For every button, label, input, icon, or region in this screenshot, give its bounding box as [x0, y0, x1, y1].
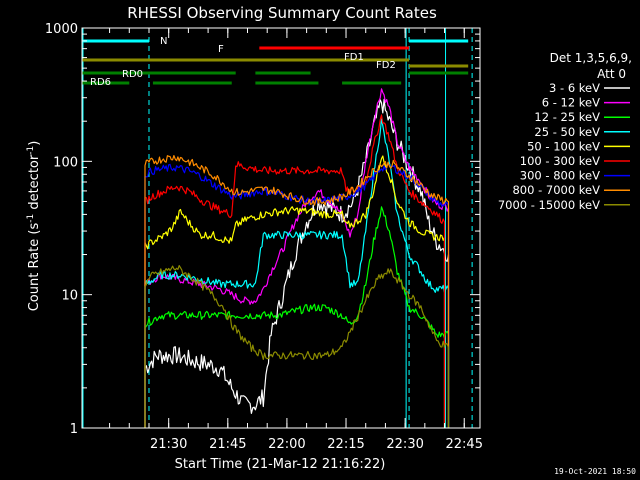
x-tick-label: 22:15 [327, 437, 364, 452]
legend-entry-label: 3 - 6 keV [549, 81, 600, 95]
legend-entry-label: 12 - 25 keV [534, 110, 600, 124]
x-tick-label: 21:30 [150, 437, 187, 452]
legend-entry-label: 100 - 300 keV [520, 154, 600, 168]
y-axis-label: Count Rate (s-1 detector-1) [26, 141, 42, 312]
flag-label-fd1: FD1 [344, 52, 364, 63]
legend-entry-label: 50 - 100 keV [527, 139, 600, 153]
y-tick-label: 100 [53, 155, 78, 170]
axis-ticks: 1 10 100 1000 21:30 21:45 22:00 22:15 22:30 22:45 [45, 22, 483, 452]
flag-label-rd0: RD0 [122, 69, 143, 80]
x-tick-label: 22:30 [386, 437, 423, 452]
series-line-7000-15000-kev [144, 265, 450, 428]
series-line-800-7000-kev [144, 155, 450, 428]
y-tick-label: 1 [70, 422, 78, 437]
chart-title: RHESSI Observing Summary Count Rates [127, 4, 437, 22]
flag-label-f: F [218, 44, 224, 55]
y-tick-label: 10 [61, 289, 78, 304]
legend-header: Det 1,3,5,6,9, [550, 51, 632, 65]
legend-entry-label: 300 - 800 keV [520, 169, 600, 183]
y-tick-label: 1000 [45, 22, 78, 37]
footer-date: 19-Oct-2021 18:50 [554, 467, 636, 476]
series-line-12-25-kev [144, 206, 450, 428]
x-tick-label: 22:45 [446, 437, 483, 452]
legend-entry-label: 800 - 7000 keV [512, 183, 600, 197]
plot-area [82, 28, 473, 428]
legend-entry-label: 6 - 12 keV [542, 96, 600, 110]
x-tick-label: 21:45 [209, 437, 246, 452]
data-layer: N F FD1 FD2 RD0 RD6 [82, 28, 473, 428]
series-line-25-50-kev [144, 118, 450, 428]
legend-header-att: Att 0 [597, 67, 626, 81]
legend-entry-label: 7000 - 15000 keV [498, 198, 600, 212]
flag-label-fd2: FD2 [376, 60, 396, 71]
flag-label-rd6: RD6 [90, 77, 111, 88]
plot-border [81, 27, 481, 429]
series-line-300-800-kev [144, 162, 450, 428]
x-tick-label: 22:00 [268, 437, 305, 452]
x-axis-label: Start Time (21-Mar-12 21:16:22) [175, 457, 386, 472]
series-line-50-100-kev [144, 155, 446, 428]
plot-frame [81, 27, 481, 429]
flag-label-n: N [160, 36, 167, 47]
series-line-100-300-kev [144, 114, 446, 428]
legend-entry-label: 25 - 50 keV [534, 125, 600, 139]
